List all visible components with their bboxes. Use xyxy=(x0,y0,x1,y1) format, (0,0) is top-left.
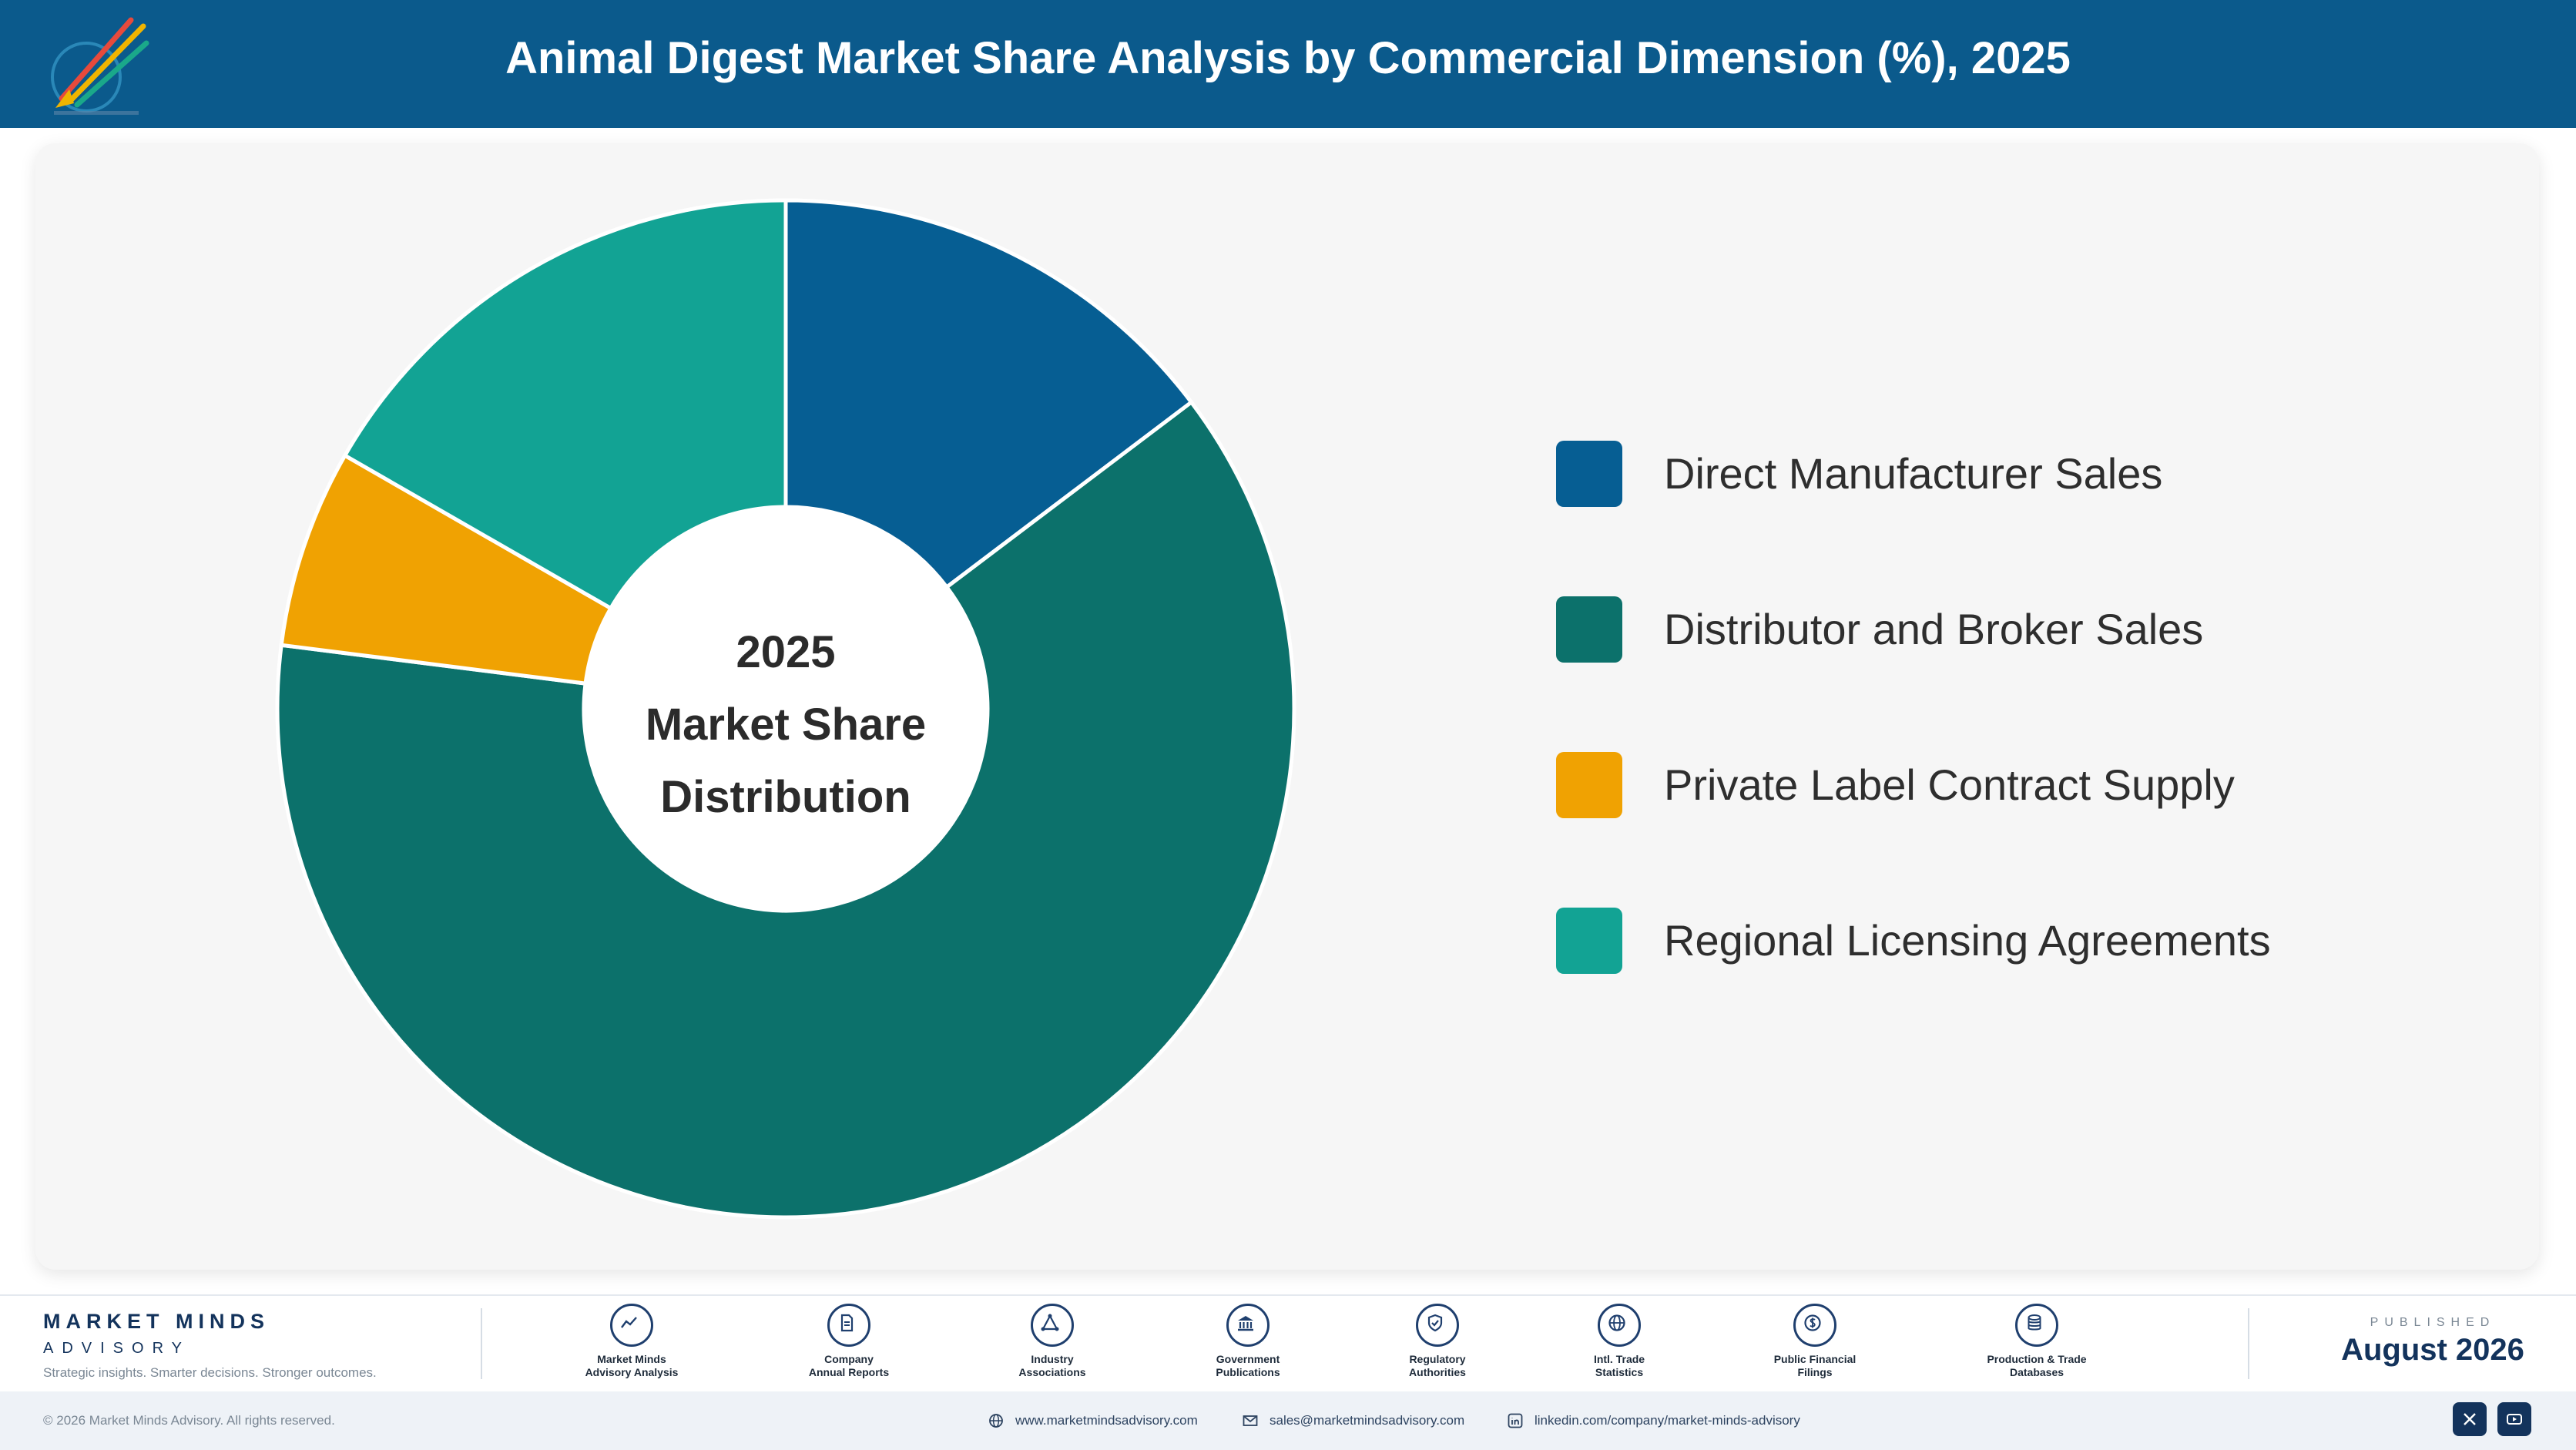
source-item: Government Publications xyxy=(1156,1304,1340,1379)
network-icon xyxy=(1031,1304,1074,1347)
database-icon xyxy=(2015,1304,2058,1347)
x-social-button[interactable] xyxy=(2453,1402,2487,1436)
youtube-social-button[interactable] xyxy=(2497,1402,2531,1436)
source-item: Industry Associations xyxy=(960,1304,1145,1379)
brand-sub: ADVISORY xyxy=(43,1340,190,1357)
shield-check-icon xyxy=(1416,1304,1459,1347)
source-item: Company Annual Reports xyxy=(756,1304,941,1379)
source-item: Regulatory Authorities xyxy=(1345,1304,1530,1379)
globe-icon xyxy=(1598,1304,1641,1347)
source-label: Intl. Trade Statistics xyxy=(1593,1353,1645,1378)
youtube-icon xyxy=(2507,1414,2522,1425)
source-item: Public Financial Filings xyxy=(1722,1304,1907,1379)
center-label-line-2: Market Share xyxy=(645,700,927,750)
source-label: Production & Trade Databases xyxy=(1987,1353,2087,1378)
legend-swatch-private xyxy=(1556,752,1622,818)
dollar-coin-icon xyxy=(1793,1304,1836,1347)
source-label: Market Minds Advisory Analysis xyxy=(585,1353,679,1378)
source-label: Regulatory Authorities xyxy=(1409,1353,1466,1378)
mail-icon xyxy=(1243,1415,1258,1426)
brand-tagline: Strategic insights. Smarter decisions. S… xyxy=(43,1365,377,1380)
globe-icon xyxy=(989,1414,1003,1428)
header-bar: Animal Digest Market Share Analysis by C… xyxy=(0,0,2576,128)
copyright-text: © 2026 Market Minds Advisory. All rights… xyxy=(43,1413,335,1428)
source-label: Company Annual Reports xyxy=(808,1353,890,1378)
source-label: Government Publications xyxy=(1216,1353,1280,1378)
logo-icon xyxy=(51,17,149,115)
published-label: PUBLISHED xyxy=(2370,1316,2496,1329)
footer-sources-bar: MARKET MINDS ADVISORY Strategic insights… xyxy=(0,1294,2576,1391)
published-date: August 2026 xyxy=(2341,1333,2524,1367)
legend-label-distributor: Distributor and Broker Sales xyxy=(1664,605,2204,653)
footer-divider-left xyxy=(481,1308,482,1379)
brand-name: MARKET MINDS xyxy=(43,1310,270,1333)
trend-icon xyxy=(610,1304,653,1347)
legend-label-regional: Regional Licensing Agreements xyxy=(1664,916,2271,965)
linkedin-icon xyxy=(1508,1413,1523,1428)
x-logo-icon xyxy=(2464,1413,2476,1425)
donut-slice-regional-licensing-agreements xyxy=(342,198,788,611)
source-item: Market Minds Advisory Analysis xyxy=(539,1304,724,1379)
sources-list: Market Minds Advisory Analysis Company Ann… xyxy=(539,1304,2172,1388)
donut-slice-private-label-contract-supply xyxy=(279,452,614,686)
chart-title: Animal Digest Market Share Analysis by C… xyxy=(505,33,2071,83)
published-block: PUBLISHED August 2026 xyxy=(2333,1316,2533,1368)
source-label: Industry Associations xyxy=(1018,1353,1086,1378)
document-icon xyxy=(827,1304,870,1347)
footer-contact-bar: © 2026 Market Minds Advisory. All rights… xyxy=(0,1391,2576,1450)
brand-block: MARKET MINDS ADVISORY Strategic insights… xyxy=(43,1310,377,1381)
donut-slice-direct-manufacturer-sales xyxy=(783,198,1195,590)
source-item: Production & Trade Databases xyxy=(1944,1304,2129,1379)
legend-label-direct: Direct Manufacturer Sales xyxy=(1664,449,2163,498)
government-building-icon xyxy=(1226,1304,1270,1347)
legend-swatch-direct xyxy=(1556,441,1622,507)
source-item: Intl. Trade Statistics xyxy=(1527,1304,1712,1379)
footer-divider-right xyxy=(2248,1308,2249,1379)
center-label-line-1: 2025 xyxy=(736,627,836,677)
source-label: Public Financial Filings xyxy=(1773,1353,1857,1378)
center-label-line-3: Distribution xyxy=(660,772,911,822)
legend-swatch-distributor xyxy=(1556,596,1622,663)
legend-swatch-regional xyxy=(1556,908,1622,974)
legend-label-private: Private Label Contract Supply xyxy=(1664,760,2235,809)
donut-center-label: 2025 Market Share Distribution xyxy=(585,616,986,834)
donut-slice-distributor-and-broker-sales xyxy=(275,399,1296,1220)
donut-hole xyxy=(585,509,986,909)
